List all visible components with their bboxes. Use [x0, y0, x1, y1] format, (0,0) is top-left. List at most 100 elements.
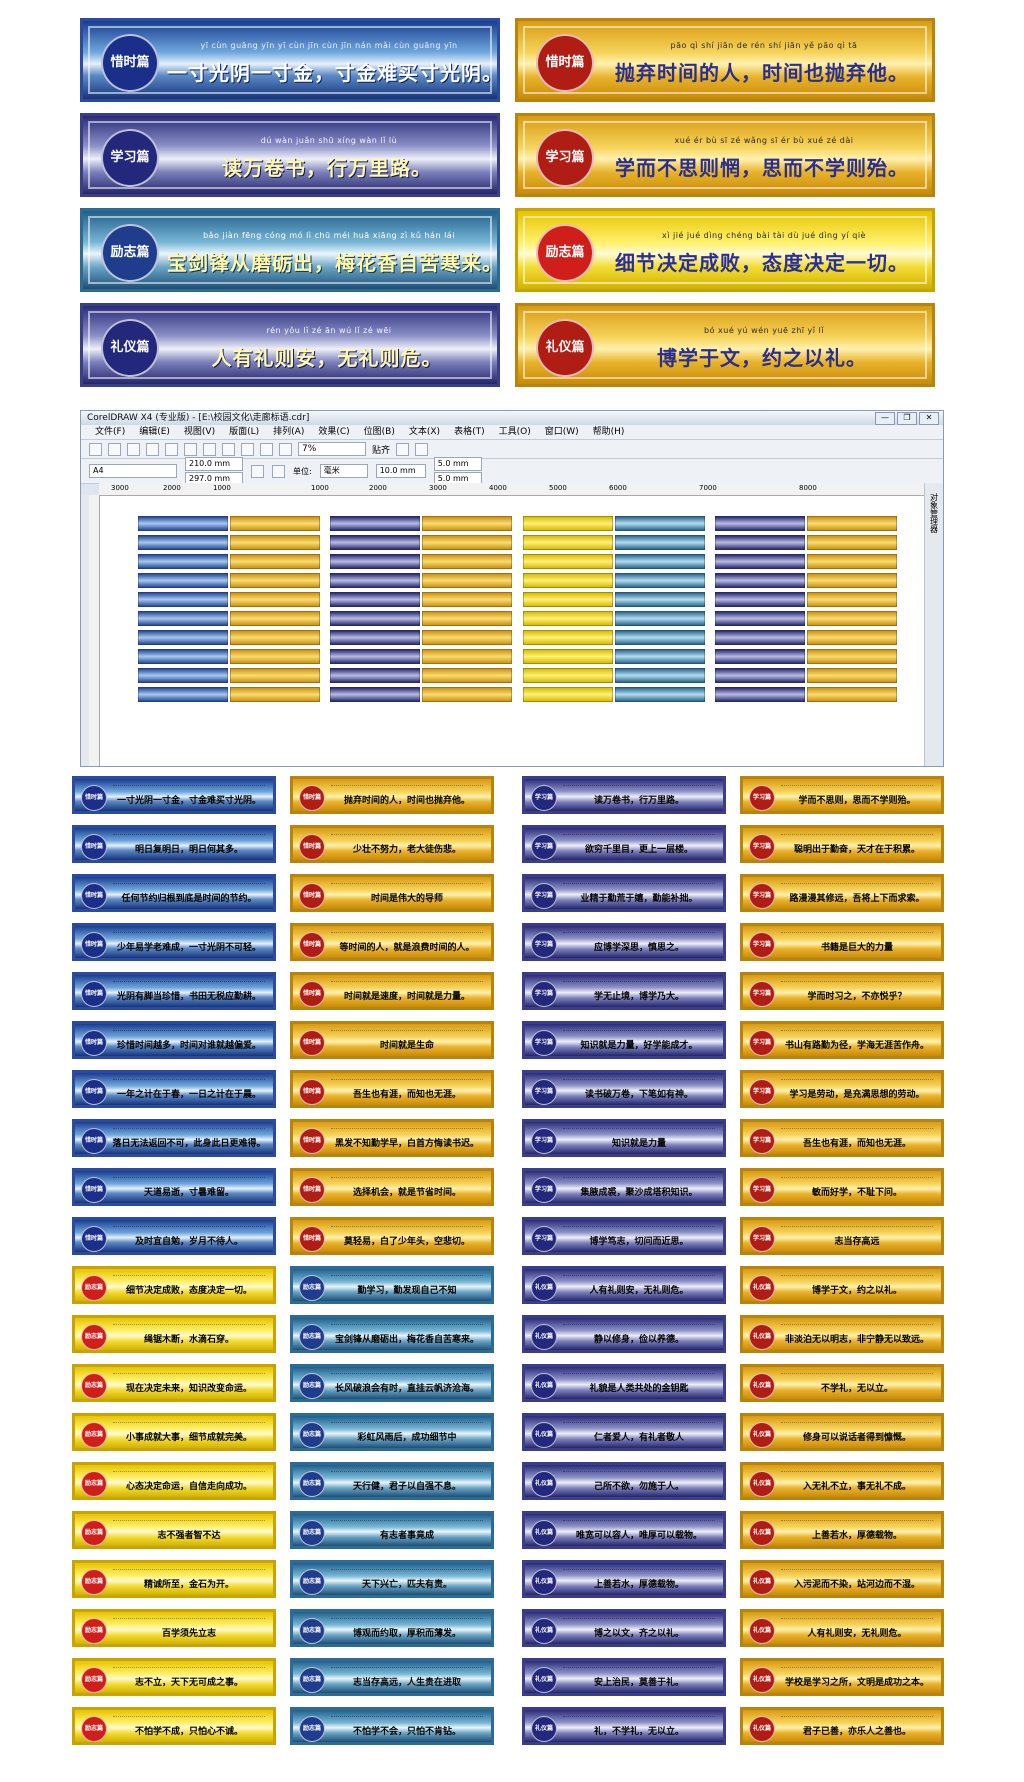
- canvas-banner-thumbnail[interactable]: [615, 687, 705, 702]
- canvas-banner-thumbnail[interactable]: [330, 668, 420, 683]
- canvas-banner-thumbnail[interactable]: [715, 535, 805, 550]
- canvas-banner-thumbnail[interactable]: [138, 554, 228, 569]
- canvas-banner-thumbnail[interactable]: [807, 687, 897, 702]
- menu-layout[interactable]: 版面(L): [229, 427, 260, 437]
- canvas-banner-thumbnail[interactable]: [138, 668, 228, 683]
- canvas-banner-thumbnail[interactable]: [138, 611, 228, 626]
- welcome-icon[interactable]: [396, 442, 410, 456]
- canvas-banner-thumbnail[interactable]: [615, 649, 705, 664]
- menu-text[interactable]: 文本(X): [408, 427, 441, 437]
- menu-help[interactable]: 帮助(H): [592, 427, 625, 437]
- canvas-banner-thumbnail[interactable]: [615, 573, 705, 588]
- canvas-banner-thumbnail[interactable]: [523, 611, 613, 626]
- docker-tab-label[interactable]: 对象管理器: [929, 493, 939, 533]
- portrait-icon[interactable]: [251, 464, 264, 478]
- canvas-banner-thumbnail[interactable]: [715, 611, 805, 626]
- canvas-banner-thumbnail[interactable]: [807, 592, 897, 607]
- canvas-banner-thumbnail[interactable]: [138, 535, 228, 550]
- canvas-banner-thumbnail[interactable]: [615, 630, 705, 645]
- canvas-banner-thumbnail[interactable]: [230, 611, 320, 626]
- menu-window[interactable]: 窗口(W): [544, 427, 579, 437]
- canvas-banner-thumbnail[interactable]: [138, 687, 228, 702]
- canvas-banner-thumbnail[interactable]: [230, 649, 320, 664]
- page-size-select[interactable]: A4: [89, 464, 177, 478]
- horizontal-ruler[interactable]: 3000 2000 1000 1000 2000 3000 4000 5000 …: [99, 483, 925, 496]
- canvas-banner-thumbnail[interactable]: [523, 573, 613, 588]
- canvas-banner-thumbnail[interactable]: [422, 573, 512, 588]
- canvas-banner-thumbnail[interactable]: [807, 516, 897, 531]
- canvas-banner-thumbnail[interactable]: [807, 649, 897, 664]
- canvas-banner-thumbnail[interactable]: [615, 554, 705, 569]
- canvas-banner-thumbnail[interactable]: [422, 687, 512, 702]
- canvas-banner-thumbnail[interactable]: [523, 516, 613, 531]
- canvas-banner-thumbnail[interactable]: [523, 668, 613, 683]
- minimize-button[interactable]: —: [875, 412, 895, 425]
- canvas-banner-thumbnail[interactable]: [330, 573, 420, 588]
- import-icon[interactable]: [260, 442, 273, 456]
- toolbox[interactable]: [81, 495, 89, 766]
- canvas-banner-thumbnail[interactable]: [330, 592, 420, 607]
- units-select[interactable]: 毫米: [319, 464, 368, 478]
- export-icon[interactable]: [279, 442, 292, 456]
- canvas-banner-thumbnail[interactable]: [230, 554, 320, 569]
- canvas-banner-thumbnail[interactable]: [807, 573, 897, 588]
- save-icon[interactable]: [127, 442, 140, 456]
- canvas-banner-thumbnail[interactable]: [230, 573, 320, 588]
- restore-button[interactable]: ❐: [897, 412, 917, 425]
- canvas-banner-thumbnail[interactable]: [330, 611, 420, 626]
- menu-table[interactable]: 表格(T): [454, 427, 485, 437]
- canvas-banner-thumbnail[interactable]: [138, 649, 228, 664]
- paste-icon[interactable]: [203, 442, 216, 456]
- nudge-distance-field[interactable]: 10.0 mm: [375, 464, 426, 478]
- canvas-banner-thumbnail[interactable]: [807, 554, 897, 569]
- canvas-banner-thumbnail[interactable]: [615, 535, 705, 550]
- menu-tools[interactable]: 工具(O): [498, 427, 531, 437]
- landscape-icon[interactable]: [272, 464, 285, 478]
- canvas-banner-thumbnail[interactable]: [330, 649, 420, 664]
- canvas-banner-thumbnail[interactable]: [715, 516, 805, 531]
- duplicate-x-field[interactable]: 5.0 mm: [433, 456, 482, 471]
- menu-effects[interactable]: 效果(C): [318, 427, 350, 437]
- canvas-banner-thumbnail[interactable]: [523, 649, 613, 664]
- canvas-banner-thumbnail[interactable]: [715, 687, 805, 702]
- copy-icon[interactable]: [184, 442, 197, 456]
- canvas-banner-thumbnail[interactable]: [715, 649, 805, 664]
- cut-icon[interactable]: [165, 442, 178, 456]
- page-width-field[interactable]: 210.0 mm: [185, 456, 243, 471]
- canvas-banner-thumbnail[interactable]: [330, 687, 420, 702]
- canvas-banner-thumbnail[interactable]: [230, 516, 320, 531]
- canvas-banner-thumbnail[interactable]: [330, 516, 420, 531]
- open-icon[interactable]: [108, 442, 121, 456]
- canvas-banner-thumbnail[interactable]: [422, 592, 512, 607]
- canvas-banner-thumbnail[interactable]: [715, 573, 805, 588]
- options-icon[interactable]: [415, 442, 429, 456]
- canvas-banner-thumbnail[interactable]: [138, 516, 228, 531]
- canvas-banner-thumbnail[interactable]: [807, 535, 897, 550]
- docker-panel[interactable]: 对象管理器: [924, 483, 943, 766]
- undo-icon[interactable]: [222, 442, 235, 456]
- canvas-banner-thumbnail[interactable]: [523, 554, 613, 569]
- canvas-banner-thumbnail[interactable]: [230, 687, 320, 702]
- canvas-banner-thumbnail[interactable]: [715, 592, 805, 607]
- canvas-banner-thumbnail[interactable]: [138, 573, 228, 588]
- canvas-banner-thumbnail[interactable]: [715, 554, 805, 569]
- redo-icon[interactable]: [241, 442, 254, 456]
- canvas-banner-thumbnail[interactable]: [138, 592, 228, 607]
- menu-view[interactable]: 视图(V): [183, 427, 216, 437]
- menu-arrange[interactable]: 排列(A): [273, 427, 305, 437]
- zoom-level-field[interactable]: 7%: [298, 442, 366, 456]
- canvas-banner-thumbnail[interactable]: [422, 668, 512, 683]
- canvas-banner-thumbnail[interactable]: [138, 630, 228, 645]
- canvas-banner-thumbnail[interactable]: [230, 535, 320, 550]
- canvas-banner-thumbnail[interactable]: [422, 516, 512, 531]
- canvas-banner-thumbnail[interactable]: [422, 535, 512, 550]
- canvas-banner-thumbnail[interactable]: [422, 649, 512, 664]
- canvas-banner-thumbnail[interactable]: [807, 630, 897, 645]
- canvas-banner-thumbnail[interactable]: [330, 554, 420, 569]
- canvas-banner-thumbnail[interactable]: [230, 592, 320, 607]
- canvas-banner-thumbnail[interactable]: [615, 668, 705, 683]
- canvas-banner-thumbnail[interactable]: [422, 554, 512, 569]
- canvas-banner-thumbnail[interactable]: [807, 668, 897, 683]
- canvas-banner-thumbnail[interactable]: [715, 668, 805, 683]
- canvas-banner-thumbnail[interactable]: [422, 630, 512, 645]
